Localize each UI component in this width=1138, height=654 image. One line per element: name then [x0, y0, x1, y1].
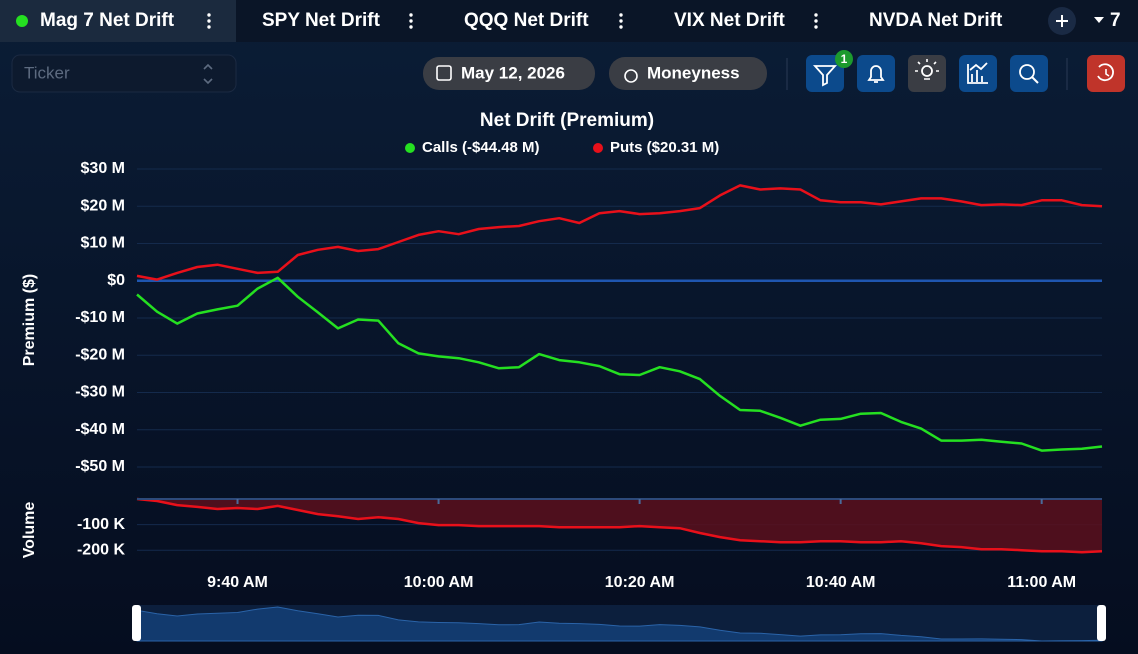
tab-menu-dot: [409, 19, 413, 23]
x-tick-label: 10:00 AM: [404, 574, 474, 591]
y-tick-label: $0: [107, 272, 125, 289]
ticker-placeholder: Ticker: [24, 63, 70, 82]
x-tick-label: 10:20 AM: [605, 574, 675, 591]
volume-axis-label: Volume: [21, 502, 38, 559]
tab-menu-dot: [409, 25, 413, 29]
legend-marker: [405, 143, 415, 153]
tab-label: QQQ Net Drift: [464, 10, 589, 31]
volume-area: [137, 499, 1102, 553]
reset-icon: [1097, 63, 1114, 82]
search-icon: [1019, 64, 1035, 80]
bulb-rays: [915, 59, 939, 80]
select-arrows: [203, 63, 213, 85]
y-tick-label: -100 K: [77, 516, 125, 533]
tab[interactable]: [0, 0, 236, 42]
tab-label: SPY Net Drift: [262, 10, 381, 31]
tab-menu-dot: [814, 19, 818, 23]
bell-icon: [867, 65, 885, 83]
series-line: [136, 276, 1103, 452]
y-axis-label: Premium ($): [21, 274, 38, 366]
add-icon: [1056, 15, 1068, 27]
tab-label: NVDA Net Drift: [869, 10, 1003, 31]
ticker-select[interactable]: [11, 54, 237, 93]
tab-menu-dot: [207, 25, 211, 29]
legend-marker: [593, 143, 603, 153]
filter-badge: 1: [841, 52, 848, 66]
tab-menu-dot: [814, 25, 818, 29]
tab-menu-dot: [814, 13, 818, 17]
active-dot: [16, 15, 28, 27]
tab-menu-dot: [619, 25, 623, 29]
y-tick-label: -$20 M: [75, 346, 125, 363]
tab-menu-dot: [207, 13, 211, 17]
x-tick-label: 11:00 AM: [1007, 574, 1076, 591]
x-tick-label: 10:40 AM: [806, 574, 876, 591]
tab-label: Mag 7 Net Drift: [40, 10, 175, 31]
chart-title: Net Drift (Premium): [480, 110, 654, 131]
alert-button[interactable]: [857, 55, 895, 92]
money-icon: [624, 69, 638, 83]
y-tick-label: -$40 M: [75, 421, 125, 438]
insight-button[interactable]: [908, 55, 946, 92]
filter-badge-dot: [835, 50, 853, 68]
y-tick-label: $10 M: [81, 235, 125, 252]
x-tick-label: 9:40 AM: [207, 574, 268, 591]
navigator-handle[interactable]: [132, 605, 141, 641]
filter-icon: [812, 65, 838, 87]
legend-label: Calls (-$44.48 M): [422, 139, 540, 156]
tab-label: VIX Net Drift: [674, 10, 786, 31]
series-line: [136, 184, 1103, 281]
legend: Calls (-$44.48 M) Puts ($20.31 M): [405, 139, 719, 156]
tab-count: 7: [1110, 10, 1121, 31]
tab-menu-dot: [409, 13, 413, 17]
reset-clock: [1105, 69, 1110, 77]
calendar-icon: [436, 65, 452, 81]
y-tick-label: -$30 M: [75, 384, 125, 401]
filter-button[interactable]: [806, 55, 844, 92]
y-tick-label: $20 M: [81, 197, 125, 214]
navigator-handle[interactable]: [1097, 605, 1106, 641]
search-button[interactable]: [1010, 55, 1048, 92]
moneyness-button[interactable]: [609, 57, 767, 90]
tab-menu-dot: [619, 13, 623, 17]
y-tick-label: $30 M: [81, 160, 125, 177]
y-tick-label: -$10 M: [75, 309, 125, 326]
tab-menu-dot: [207, 19, 211, 23]
date: May 12, 2026: [461, 63, 565, 82]
moneyness: Moneyness: [647, 63, 740, 82]
y-tick-label: -200 K: [77, 541, 125, 558]
chart-button[interactable]: [959, 55, 997, 92]
legend-label: Puts ($20.31 M): [610, 139, 719, 156]
tabs: Mag 7 Net Drift SPY Net Drift QQQ Net Drif…: [0, 0, 1003, 42]
chart-icon: [967, 62, 988, 84]
tab-dropdown[interactable]: [1094, 17, 1104, 23]
bulb-icon: [921, 65, 933, 77]
y-tick-label: -$50 M: [75, 458, 125, 475]
search-handle: [1031, 76, 1039, 84]
navigator-area: [136, 606, 1103, 642]
date-button[interactable]: [423, 57, 595, 90]
volume-line: [136, 497, 1103, 554]
tab-menu-dot: [619, 19, 623, 23]
plot: $30 M $20 M $10 M $0 -$10 M -$20 M -$30 M -$40 …: [75, 160, 1106, 642]
